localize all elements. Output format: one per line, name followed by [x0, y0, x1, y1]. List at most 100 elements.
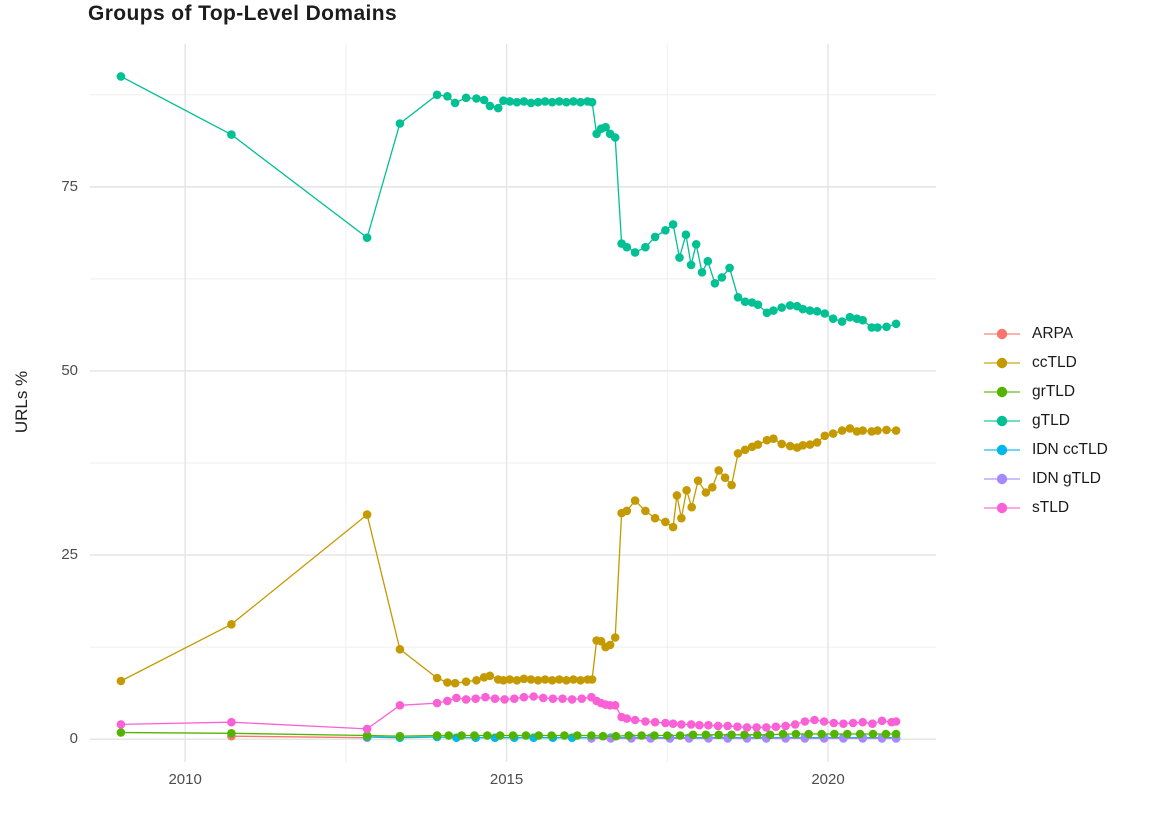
data-point	[526, 675, 536, 684]
data-point	[598, 731, 608, 741]
x-tick-label: 2015	[489, 771, 524, 788]
data-point	[663, 731, 672, 740]
data-point	[227, 729, 236, 738]
data-point	[812, 307, 822, 316]
data-point	[858, 717, 867, 727]
data-point	[510, 694, 519, 703]
data-point	[526, 98, 536, 108]
data-point	[624, 731, 633, 740]
data-point	[777, 303, 786, 312]
data-point	[727, 480, 736, 490]
legend-item-idn-cctld: IDN ccTLD	[983, 435, 1108, 464]
data-point	[227, 620, 236, 629]
data-point	[611, 731, 621, 741]
legend-key-icon	[984, 415, 1020, 426]
data-point	[630, 496, 640, 505]
data-point	[485, 671, 495, 681]
data-point	[641, 506, 650, 516]
data-point	[479, 95, 489, 105]
data-point	[703, 256, 713, 266]
data-point	[650, 731, 659, 740]
data-point	[569, 675, 578, 684]
data-point	[395, 701, 405, 710]
data-point	[661, 517, 670, 527]
data-point	[733, 449, 743, 458]
legend-label: ARPA	[1032, 324, 1074, 342]
data-point	[845, 312, 855, 322]
data-point	[444, 731, 454, 740]
data-point	[395, 731, 405, 741]
data-point	[569, 97, 578, 106]
data-point	[733, 722, 742, 731]
data-point	[805, 440, 815, 449]
data-point	[837, 317, 847, 326]
data-point	[432, 673, 442, 683]
y-tick-label: 25	[61, 546, 78, 564]
data-point	[868, 719, 877, 728]
legend-item-arpa: ARPA	[983, 319, 1108, 348]
legend-item-cctld: ccTLD	[983, 348, 1108, 377]
legend-key-icon	[984, 328, 1020, 339]
data-point	[781, 721, 790, 731]
data-point	[622, 242, 632, 252]
data-point	[701, 730, 711, 740]
gridlines	[90, 44, 936, 762]
data-point	[562, 97, 571, 107]
data-point	[601, 122, 610, 132]
data-point	[668, 220, 678, 229]
legend-item-stld: sTLD	[983, 493, 1108, 522]
data-point	[708, 483, 717, 492]
legend-item-grtld: grTLD	[983, 377, 1108, 406]
data-point	[714, 466, 723, 475]
data-point	[576, 97, 585, 107]
data-point	[587, 97, 597, 107]
data-point	[855, 729, 865, 739]
data-point	[785, 301, 795, 310]
data-point	[540, 97, 550, 106]
data-point	[558, 694, 567, 703]
data-point	[443, 92, 452, 101]
data-point	[485, 101, 495, 111]
data-point	[695, 720, 704, 730]
data-point	[697, 268, 707, 277]
data-point	[704, 720, 713, 730]
data-point	[116, 728, 126, 737]
data-point	[791, 729, 801, 739]
data-point	[227, 717, 236, 727]
legend: ARPA ccTLD grTLD gTLD IDN ccTLD IDN gTLD sTLD	[983, 319, 1108, 522]
data-point	[723, 721, 732, 731]
data-point	[828, 314, 838, 324]
data-point	[725, 263, 734, 273]
legend-label: gTLD	[1032, 411, 1070, 429]
legend-label: IDN gTLD	[1032, 469, 1101, 487]
data-point	[555, 675, 564, 684]
data-point	[641, 242, 650, 252]
series-stld	[116, 692, 901, 734]
data-point	[843, 729, 852, 739]
data-point	[577, 694, 587, 703]
y-tick-label: 50	[61, 361, 78, 379]
data-point	[891, 426, 901, 435]
data-point	[650, 717, 660, 727]
data-point	[682, 486, 691, 495]
data-point	[533, 97, 543, 107]
data-point	[810, 715, 819, 725]
data-point	[362, 510, 372, 519]
data-point	[820, 431, 830, 441]
data-point	[560, 731, 569, 740]
data-point	[533, 676, 543, 685]
data-point	[495, 731, 505, 740]
data-point	[672, 491, 682, 500]
data-point	[622, 714, 632, 723]
data-point	[882, 322, 891, 332]
data-point	[116, 676, 126, 686]
series-grtld	[116, 728, 901, 741]
data-point	[538, 693, 548, 703]
data-point	[610, 633, 620, 642]
series-line	[231, 735, 368, 739]
data-point	[740, 445, 750, 455]
data-point	[587, 731, 596, 740]
data-point	[837, 426, 847, 435]
data-point	[457, 731, 466, 740]
